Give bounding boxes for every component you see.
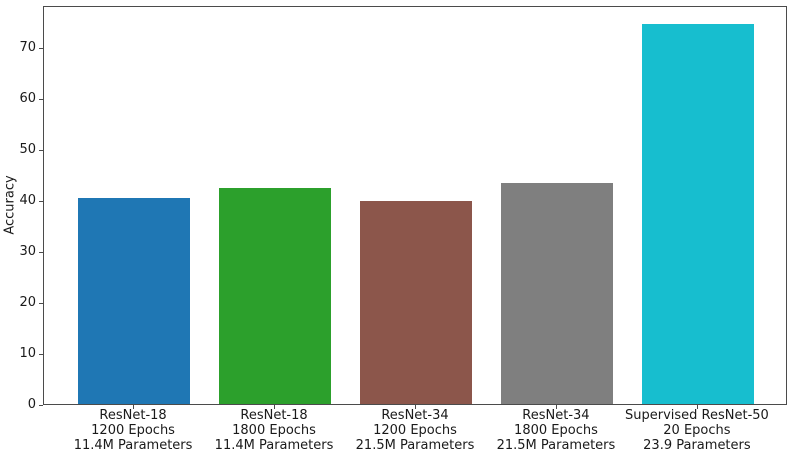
y-tick-mark xyxy=(39,98,43,100)
x-tick-label-line: ResNet-34 xyxy=(381,408,449,423)
x-tick-label-line: ResNet-34 xyxy=(522,408,590,423)
bar xyxy=(359,201,473,404)
y-tick-mark xyxy=(39,302,43,304)
x-tick-label: Supervised ResNet-50 20 Epochs 23.9 Parame… xyxy=(625,408,769,453)
y-tick-label: 50 xyxy=(19,141,36,157)
x-tick-label-line: 1800 Epochs xyxy=(514,423,598,438)
y-tick-label: 20 xyxy=(19,294,36,310)
x-tick-label-line: 20 Epochs xyxy=(663,423,731,438)
x-tick-label-line: 1200 Epochs xyxy=(91,423,175,438)
x-tick-label-line: 23.9 Parameters xyxy=(643,438,751,453)
y-tick-mark xyxy=(39,353,43,355)
x-tick-mark xyxy=(415,405,416,409)
x-tick-label-line: Supervised ResNet-50 xyxy=(625,408,769,423)
x-tick-label-line: 1200 Epochs xyxy=(373,423,457,438)
bar xyxy=(641,24,755,404)
y-tick-label: 60 xyxy=(19,90,36,106)
x-tick-label: ResNet-34 1200 Epochs 21.5M Parameters xyxy=(356,408,475,453)
x-tick-label-line: 11.4M Parameters xyxy=(73,438,193,453)
x-tick-label-line: 11.4M Parameters xyxy=(214,438,334,453)
y-tick-label: 10 xyxy=(19,345,36,361)
x-tick-label-line: ResNet-18 xyxy=(99,408,167,423)
x-tick-label-line: 1800 Epochs xyxy=(232,423,316,438)
y-tick-mark xyxy=(39,405,43,406)
y-tick-mark xyxy=(39,251,43,253)
y-tick-mark xyxy=(39,200,43,202)
x-tick-label: ResNet-34 1800 Epochs 21.5M Parameters xyxy=(497,408,616,453)
x-tick-label-line: 21.5M Parameters xyxy=(496,438,616,453)
y-tick-label: 0 xyxy=(27,397,36,412)
bar xyxy=(77,198,191,404)
y-tick-mark xyxy=(39,149,43,151)
x-tick-mark xyxy=(555,405,557,409)
x-tick-label-line: ResNet-18 xyxy=(240,408,308,423)
y-tick-mark xyxy=(39,47,43,49)
x-tick-mark xyxy=(274,405,276,409)
bar xyxy=(500,182,614,404)
bar xyxy=(218,188,332,404)
x-tick-label: ResNet-18 1200 Epochs 11.4M Parameters xyxy=(74,408,193,453)
y-tick-label: 30 xyxy=(19,243,36,259)
x-tick-label-line: 21.5M Parameters xyxy=(355,438,475,453)
plot-area xyxy=(43,6,787,405)
y-tick-label: 40 xyxy=(19,192,36,208)
x-tick-mark xyxy=(133,405,135,409)
x-tick-mark xyxy=(696,405,698,409)
y-tick-label: 70 xyxy=(19,39,36,55)
x-tick-label: ResNet-18 1800 Epochs 11.4M Parameters xyxy=(215,408,334,453)
